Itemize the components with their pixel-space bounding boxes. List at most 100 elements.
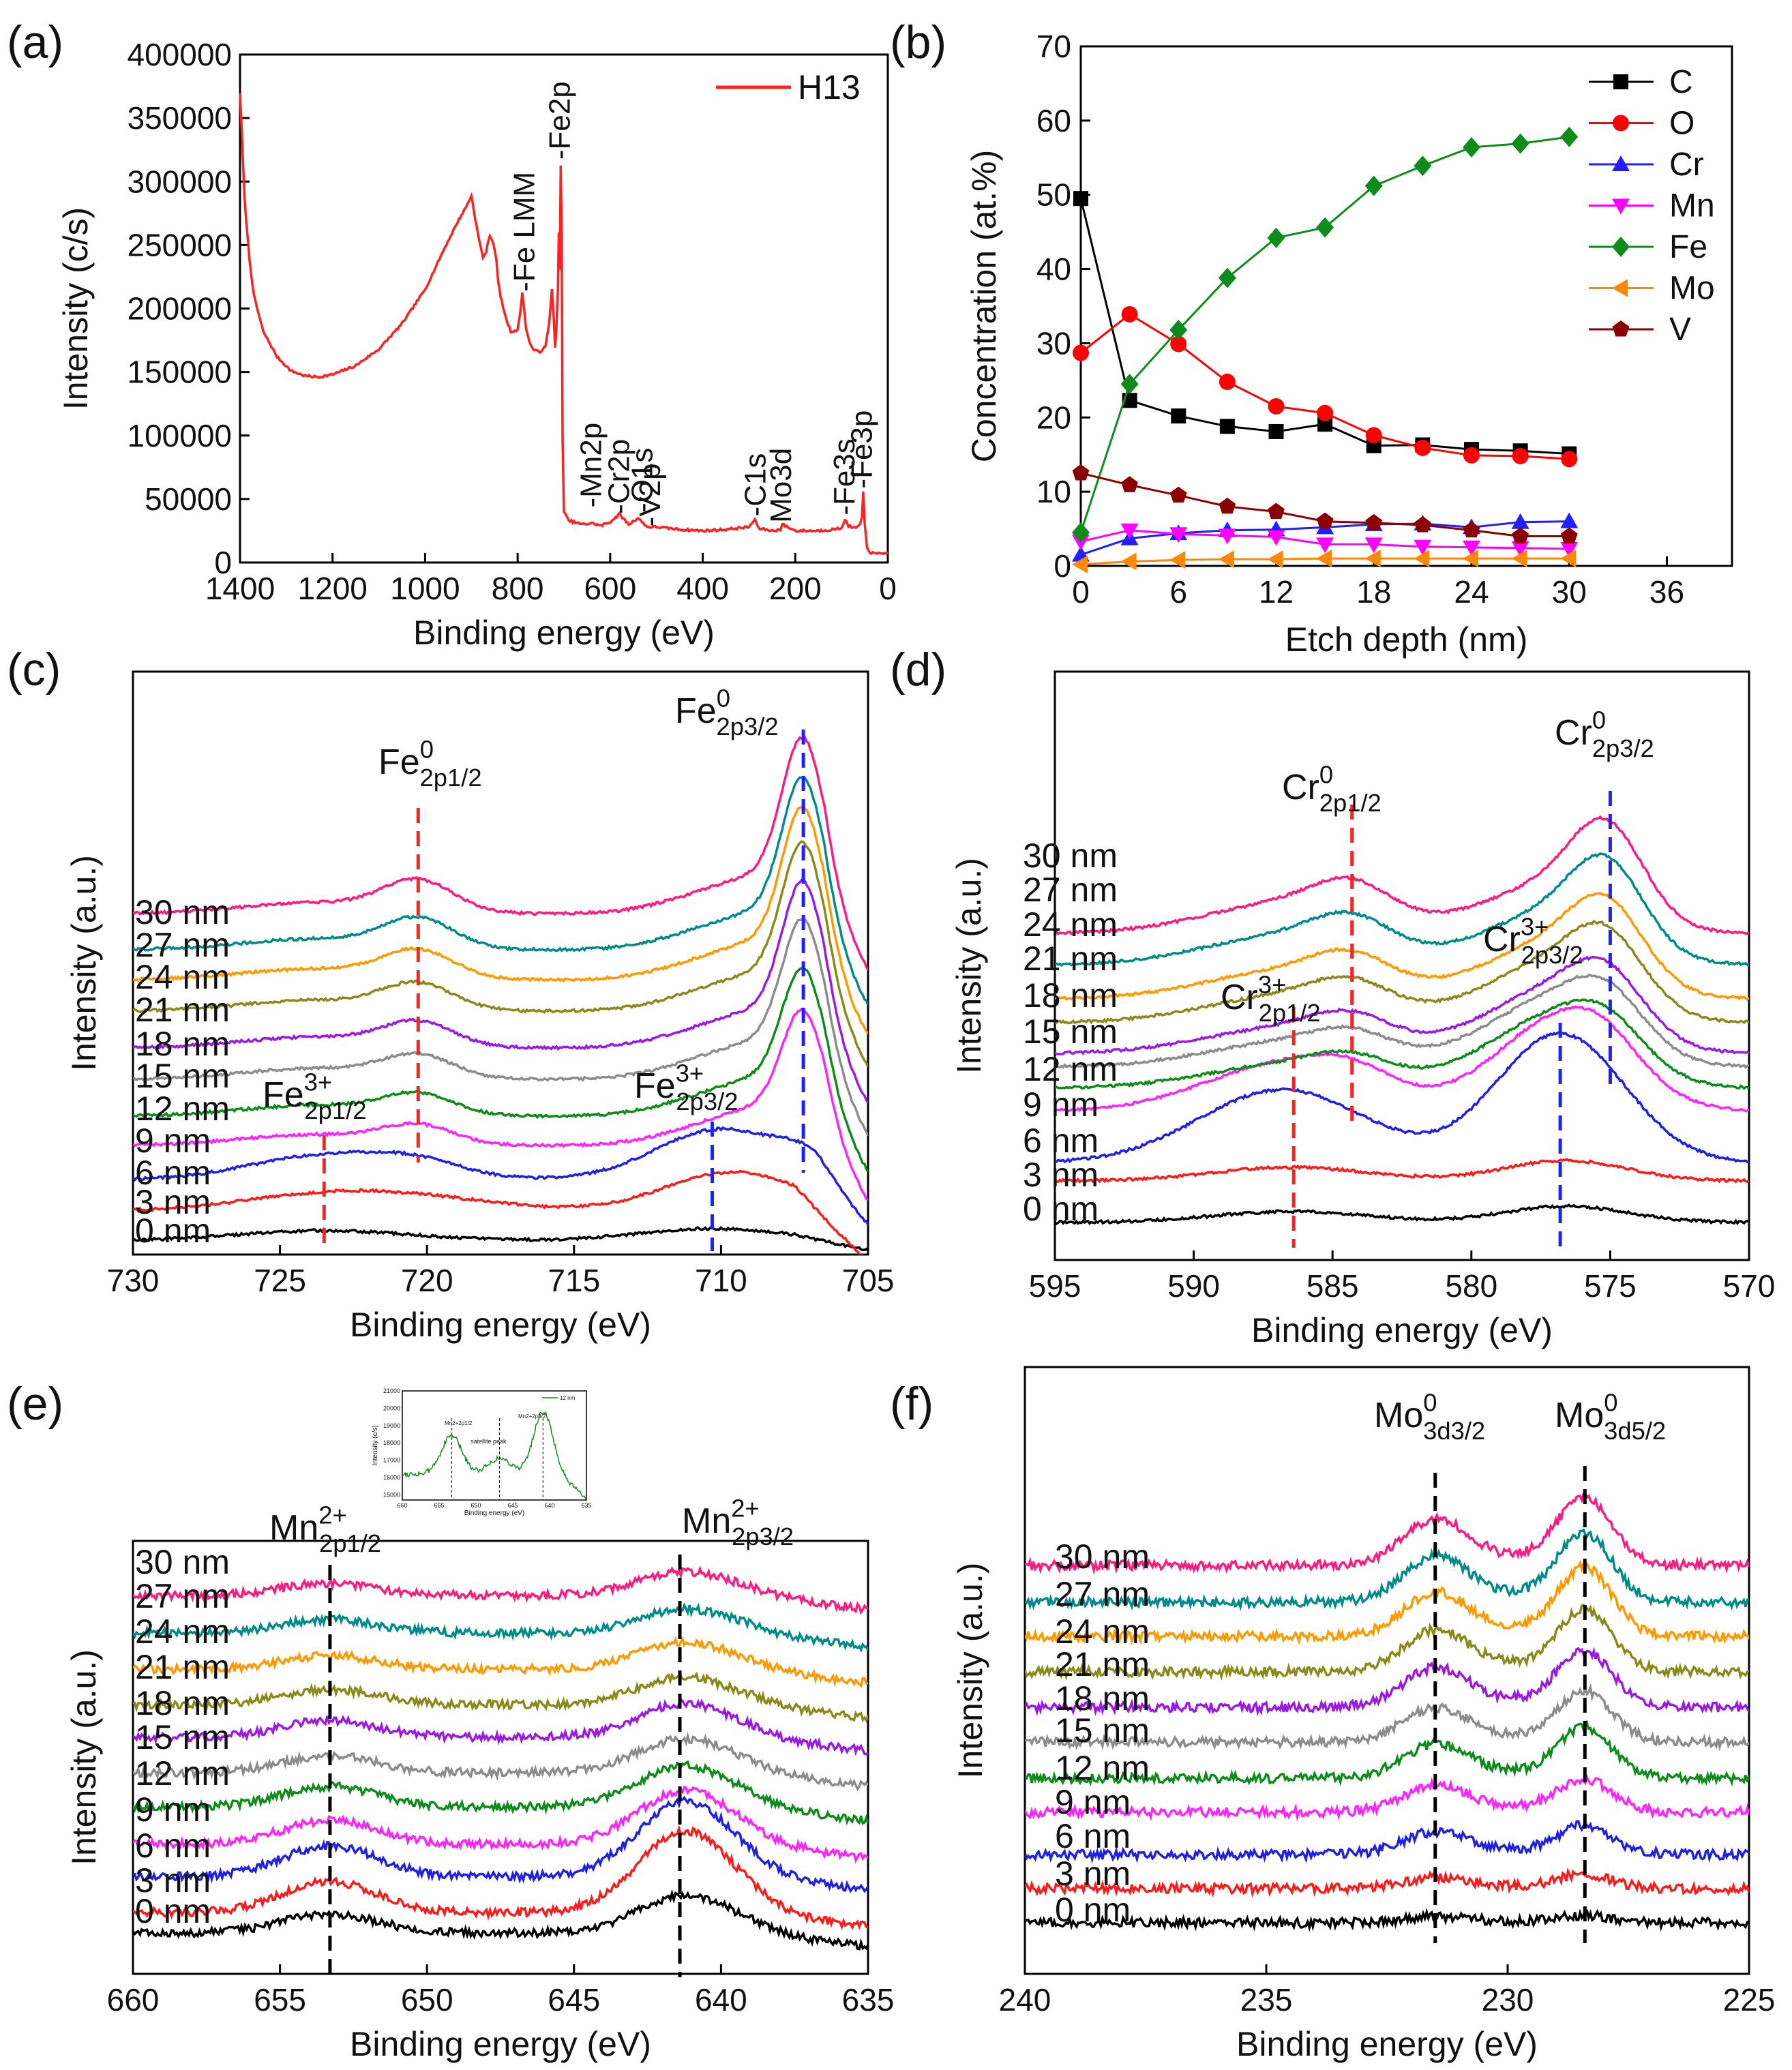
legend-label: C (1669, 64, 1693, 100)
inset-x-tick-label: 635 (581, 1502, 591, 1509)
depth-label: 6 nm (135, 1154, 211, 1192)
inset-x-tick-label: 645 (507, 1502, 518, 1509)
spectrum-12nm (133, 1760, 868, 1826)
inset-y-tick-label: 19000 (383, 1422, 400, 1429)
spectrum-9nm (1055, 1005, 1749, 1113)
spectrum-30nm (1055, 815, 1749, 935)
spectrum-27nm (1025, 1528, 1749, 1612)
curves (1025, 1492, 1749, 1932)
inset-y-label: Intensity (c/s) (372, 1425, 379, 1465)
data-point (1364, 537, 1383, 554)
peak-label-state: 0 (1423, 1389, 1437, 1417)
depth-label: 0 nm (135, 1892, 211, 1930)
y-tick-label: 350000 (128, 100, 233, 136)
inset-x-tick-label: 655 (434, 1502, 444, 1509)
depth-label: 18 nm (135, 1025, 230, 1063)
panel-label: (a) (7, 16, 63, 68)
peak-label: Cr0 2p3/2 (1555, 706, 1654, 763)
x-tick-label: 200 (769, 571, 822, 606)
data-point (1560, 527, 1578, 543)
series-Mo (1072, 550, 1577, 573)
peak-label-state: 2+ (318, 1501, 347, 1529)
x-tick-label: 720 (401, 1263, 453, 1298)
data-point (1463, 521, 1480, 538)
spectrum-3nm (133, 1825, 868, 1931)
inset-x-tick-label: 650 (471, 1502, 481, 1509)
depth-label: 12 nm (135, 1754, 230, 1792)
peak-label-orbital: 3d5/2 (1604, 1417, 1666, 1445)
depth-label: 12 nm (135, 1090, 230, 1128)
spectrum-12nm (1055, 998, 1749, 1090)
spectrum-27nm (133, 1602, 868, 1653)
x-tick-label: 570 (1723, 1268, 1776, 1304)
data-point (1316, 217, 1334, 238)
peak-label-orbital: 2p3/2 (676, 1088, 738, 1115)
x-tick-label: 240 (999, 1982, 1051, 2017)
depth-label: 12 nm (1023, 1050, 1118, 1088)
data-point (1365, 513, 1383, 530)
peak-label: Cr3+ 2p1/2 (1221, 971, 1321, 1028)
peak-label-orbital: 2p3/2 (1521, 941, 1583, 969)
depth-label: 24 nm (1023, 905, 1118, 944)
depth-label: 6 nm (135, 1827, 211, 1865)
panel-e: (e) 660 655 650 645 640 635 Binding energy (eV)… (7, 1378, 894, 2063)
x-tick-label: 800 (492, 571, 544, 606)
inset-e: 660 655 650 645 640 635 15000 16000 17000 18000 19… (372, 1388, 592, 1517)
spectrum-0nm (1055, 1203, 1749, 1226)
x-tick-label: 645 (548, 1982, 600, 2017)
peak-label-base: Cr (1483, 920, 1521, 959)
legend-label: Mo (1669, 271, 1715, 307)
peak-label-base: Mn (269, 1508, 318, 1548)
peak-label-orbital: 3d3/2 (1423, 1417, 1485, 1445)
y-tick-label: 50 (1036, 177, 1071, 213)
data-point (1120, 523, 1139, 539)
peak-label-state: 3+ (1521, 913, 1549, 941)
series-line (1080, 313, 1570, 460)
legend-label: Mn (1669, 188, 1715, 224)
spectrum-30nm (133, 1565, 868, 1615)
spectrum-24nm (1055, 891, 1749, 1001)
legend-label: Fe (1669, 229, 1707, 265)
series-line (1079, 136, 1570, 533)
spectrum-24nm (133, 1636, 868, 1688)
x-tick-label: 575 (1584, 1268, 1637, 1304)
x-tick-label: 710 (695, 1263, 747, 1298)
inset-annotation: Mn2+2p3/2 (518, 1413, 546, 1420)
inset-annotation: Mn2+2p1/2 (445, 1420, 473, 1426)
peak-label: Mo0 3d3/2 (1374, 1389, 1485, 1445)
peak-annotation: -Fe3s (828, 438, 861, 515)
y-axis-label: Intensity (a.u.) (65, 1649, 103, 1865)
depth-label: 27 nm (135, 1577, 230, 1615)
x-tick-label: 1200 (298, 571, 368, 606)
y-tick-label: 70 (1036, 29, 1071, 64)
peak-label-orbital: 2p1/2 (1259, 999, 1321, 1027)
inset-y-tick-label: 17000 (383, 1457, 400, 1464)
data-point (1121, 305, 1138, 322)
data-point (1169, 551, 1186, 569)
x-tick-label: 6 (1169, 574, 1187, 610)
data-point (1120, 374, 1139, 395)
peak-label-state: 0 (717, 685, 730, 712)
depth-label: 30 nm (1023, 837, 1118, 875)
y-axis-label: Concentration (at.%) (965, 150, 1003, 463)
peak-label-base: Fe (634, 1066, 676, 1106)
x-tick-label: 24 (1454, 574, 1489, 610)
peak-label-state: 0 (1604, 1389, 1617, 1417)
x-tick-label: 590 (1167, 1268, 1220, 1304)
data-point (1170, 335, 1187, 352)
peak-annotation: -Cr2p (602, 439, 636, 514)
data-point (1414, 155, 1432, 177)
x-tick-label: 30 (1552, 574, 1587, 610)
peak-label: Mn2+ 2p1/2 (269, 1501, 381, 1558)
data-point (1365, 427, 1382, 444)
x-tick-label: 18 (1356, 574, 1391, 610)
peak-label-orbital: 2p1/2 (420, 764, 482, 792)
depth-label: 27 nm (1055, 1575, 1150, 1613)
depth-label: 21 nm (1055, 1645, 1150, 1683)
depth-label: 15 nm (1023, 1012, 1118, 1051)
peak-annotation: -Fe3p (846, 410, 879, 489)
data-point (1072, 464, 1090, 481)
depth-label: 18 nm (1055, 1679, 1150, 1717)
data-point (1218, 550, 1234, 569)
peak-label-state: 0 (420, 736, 434, 764)
